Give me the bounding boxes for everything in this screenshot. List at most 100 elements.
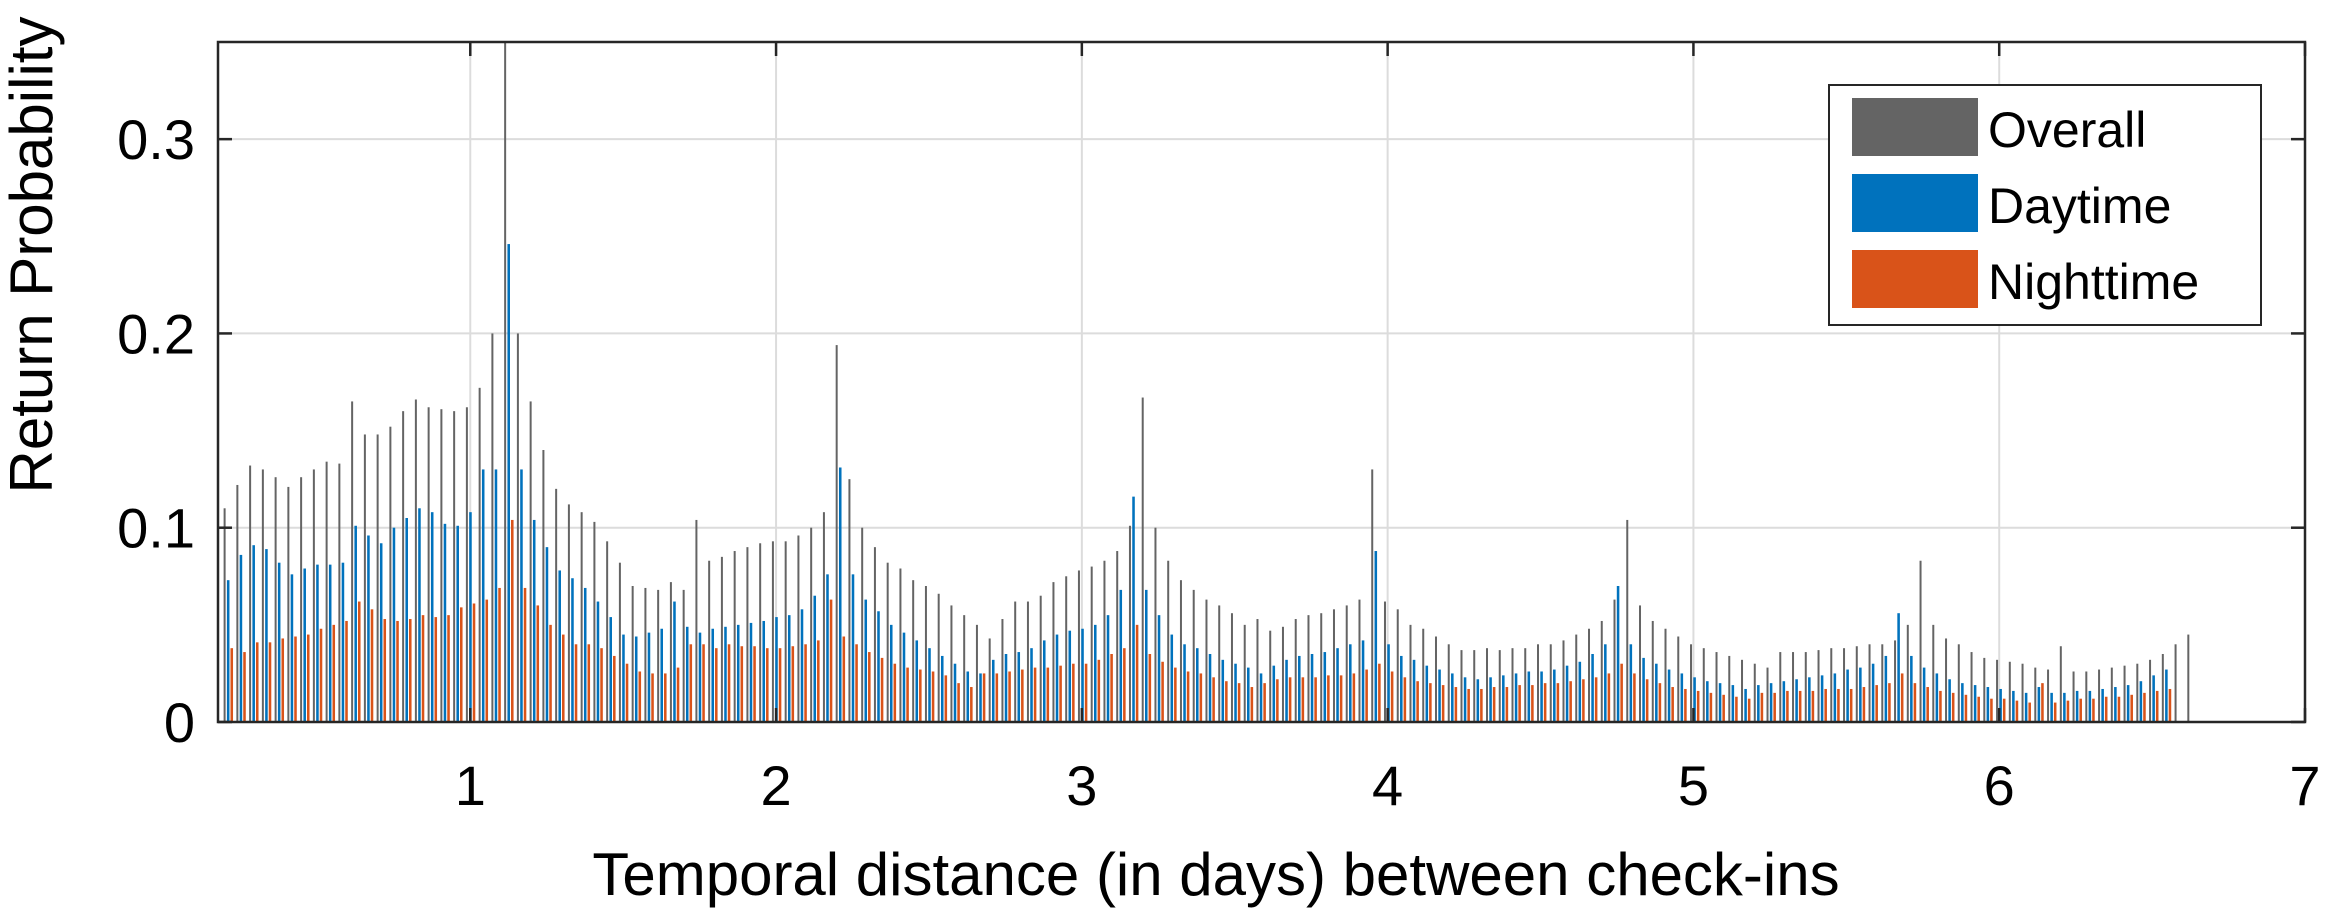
overall-bar — [1919, 560, 1922, 722]
nighttime-bar — [689, 644, 693, 722]
nighttime-bar — [995, 673, 999, 722]
daytime-bar — [1578, 661, 1582, 722]
daytime-bar — [1004, 654, 1008, 722]
overall-bar — [848, 479, 851, 722]
overall-bar — [1422, 628, 1425, 722]
daytime-bar — [851, 574, 855, 722]
daytime-bar — [1769, 683, 1773, 722]
overall-bar — [720, 556, 723, 722]
daytime-bar — [1616, 586, 1620, 722]
overall-bar — [1065, 576, 1068, 722]
nighttime-bar — [2168, 688, 2172, 722]
nighttime-bar — [1097, 659, 1101, 722]
overall-bar — [287, 486, 290, 722]
daytime-bar — [1349, 644, 1352, 722]
nighttime-bar — [2015, 700, 2019, 722]
nighttime-bar — [1709, 692, 1713, 722]
daytime-bar — [303, 568, 306, 722]
daytime-bar — [979, 673, 982, 722]
overall-bar — [1243, 624, 1246, 722]
nighttime-bar — [1939, 690, 1942, 722]
nighttime-bar — [1913, 683, 1917, 722]
daytime-bar — [1451, 673, 1454, 722]
overall-bar — [2123, 665, 2126, 722]
tick-labels: 1 2 3 4 5 6 7 0 0.1 0.2 0.3 — [117, 108, 2320, 817]
legend-label-nighttime: Nighttime — [1988, 254, 2199, 310]
daytime-bar — [316, 564, 319, 722]
overall-bar — [325, 461, 328, 722]
nighttime-bar — [1263, 683, 1266, 722]
nighttime-bar — [817, 640, 820, 722]
nighttime-bar — [1977, 696, 1980, 722]
overall-bar — [924, 586, 927, 722]
nighttime-bar — [1314, 677, 1317, 722]
overall-bar — [1383, 601, 1386, 722]
nighttime-bar — [829, 599, 833, 722]
overall-bar — [1511, 648, 1514, 722]
nighttime-bar — [1276, 679, 1279, 722]
daytime-bar — [724, 626, 727, 722]
daytime-bar — [1706, 681, 1709, 722]
nighttime-bar — [970, 687, 973, 722]
daytime-bar — [328, 564, 332, 722]
daytime-bar — [1208, 654, 1212, 722]
overall-bar — [631, 586, 634, 722]
overall-bar — [440, 409, 443, 722]
nighttime-bar — [409, 619, 412, 722]
overall-bar — [1039, 595, 1042, 722]
daytime-bar — [1489, 677, 1492, 722]
daytime-bar — [1757, 685, 1760, 722]
overall-bar — [1664, 628, 1667, 722]
daytime-bar — [749, 622, 753, 722]
overall-bar — [1932, 624, 1935, 722]
nighttime-bar — [613, 655, 616, 722]
overall-bar — [2161, 654, 2164, 722]
nighttime-bar — [1339, 675, 1343, 722]
nighttime-bar — [574, 644, 578, 722]
nighttime-bar — [383, 619, 387, 722]
nighttime-bar — [2092, 698, 2095, 722]
nighttime-bar — [2079, 698, 2082, 722]
daytime-bar — [889, 624, 893, 722]
overall-bar — [2098, 669, 2101, 722]
daytime-bar — [991, 659, 995, 722]
daytime-bar — [966, 671, 970, 722]
axes — [216, 40, 2307, 724]
nighttime-bar — [855, 644, 858, 722]
daytime-bar — [1055, 634, 1059, 722]
daytime-bar — [430, 512, 434, 722]
nighttime-bar — [536, 605, 540, 722]
overall-bar — [249, 465, 252, 722]
nighttime-bar — [2143, 692, 2146, 722]
overall-bar — [1945, 638, 1948, 722]
overall-bar — [1358, 599, 1361, 722]
overall-bar — [1128, 525, 1131, 722]
nighttime-bar — [600, 648, 603, 722]
nighttime-bar — [1505, 687, 1509, 722]
legend-swatch-overall — [1852, 98, 1978, 156]
nighttime-bar — [740, 646, 744, 722]
nighttime-bar — [1123, 648, 1126, 722]
legend-label-overall: Overall — [1988, 102, 2146, 158]
daytime-bar — [1935, 673, 1939, 722]
daytime-bar — [379, 543, 383, 722]
nighttime-bar — [1441, 685, 1445, 722]
nighttime-bar — [1084, 663, 1088, 722]
daytime-bar — [2126, 685, 2130, 722]
nighttime-bar — [523, 587, 527, 722]
daytime-bar — [1476, 679, 1480, 722]
daytime-bar — [290, 574, 294, 722]
overall-bar — [1677, 636, 1680, 722]
y-tick-label: 0.1 — [117, 497, 195, 560]
nighttime-bar — [1735, 696, 1738, 722]
nighttime-bar — [268, 642, 272, 722]
daytime-bar — [418, 508, 421, 722]
nighttime-bar — [1696, 690, 1700, 722]
nighttime-bar — [1301, 677, 1305, 722]
daytime-bar — [1731, 685, 1735, 722]
overall-bar — [300, 477, 303, 722]
overall-bar — [822, 512, 825, 722]
nighttime-bar — [625, 663, 629, 722]
nighttime-bar — [2041, 683, 2044, 722]
nighttime-bar — [1862, 687, 1866, 722]
